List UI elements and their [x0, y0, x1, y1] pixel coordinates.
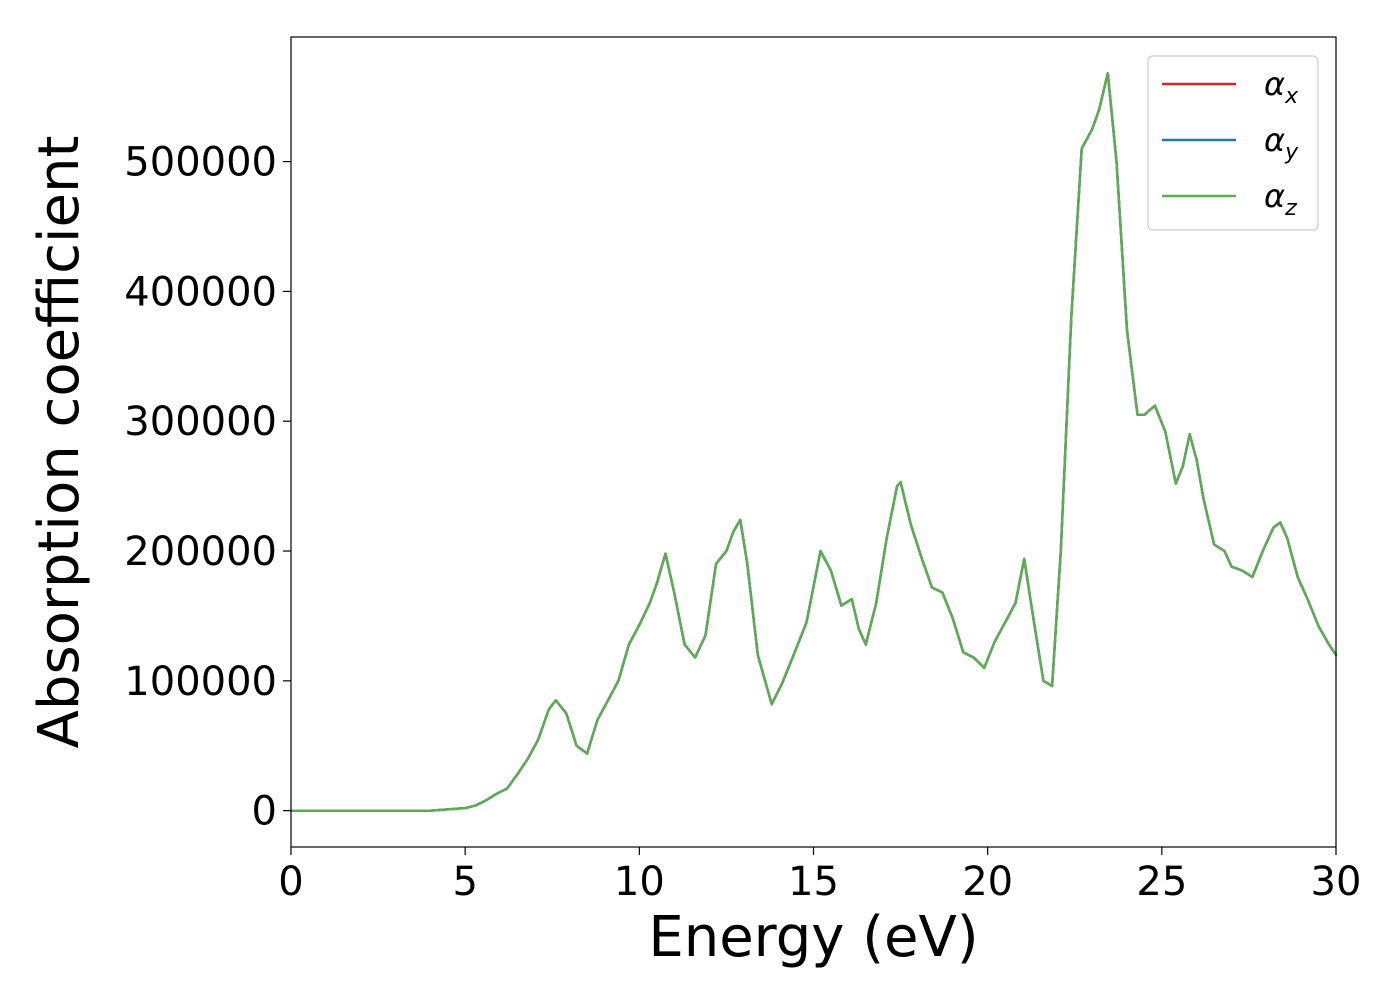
legend-label: αz: [1264, 177, 1297, 221]
y-tick-label: 500000: [124, 140, 277, 186]
x-tick-label: 20: [962, 859, 1013, 905]
legend-label: αx: [1264, 65, 1299, 109]
x-tick-label: 25: [1136, 859, 1187, 905]
legend-label: αy: [1264, 121, 1299, 165]
y-axis-label: Absorption coefficient: [27, 136, 92, 749]
x-tick-label: 15: [788, 859, 839, 905]
y-tick-label: 200000: [124, 529, 277, 575]
y-tick-label: 300000: [124, 399, 277, 445]
y-axis-ticks: 0 100000 200000 300000 400000 500000: [124, 140, 291, 835]
x-axis-label: Energy (eV): [648, 905, 978, 970]
x-tick-label: 5: [452, 859, 477, 905]
y-tick-label: 400000: [124, 269, 277, 315]
series-line-2: [289, 72, 1338, 812]
y-tick-label: 0: [252, 789, 277, 835]
legend: αx αy αz: [1147, 55, 1319, 231]
x-axis-ticks: 0 5 10 15 20 25 30: [278, 847, 1361, 905]
series-layer: [289, 72, 1338, 812]
x-tick-label: 30: [1311, 859, 1362, 905]
x-tick-label: 10: [614, 859, 665, 905]
x-tick-label: 0: [278, 859, 303, 905]
y-tick-label: 100000: [124, 659, 277, 705]
legend-box: [1147, 55, 1319, 231]
